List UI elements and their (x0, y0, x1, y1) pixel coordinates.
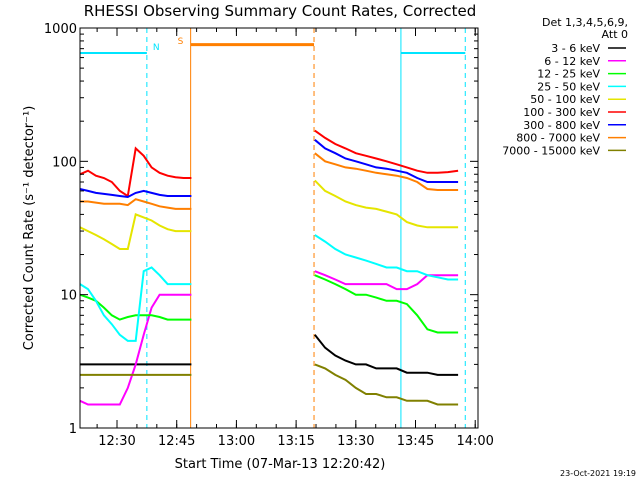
x-tick-label: 13:00 (218, 434, 255, 449)
x-tick-label: 13:45 (397, 434, 434, 449)
series-line-2-first (79, 293, 192, 321)
series-line-4-first (79, 213, 192, 250)
series-line-1-first (79, 293, 192, 406)
x-axis-label: Start Time (07-Mar-13 12:20:42) (175, 457, 386, 472)
legend-header-line2: Att 0 (602, 28, 628, 41)
y-axis-label: Corrected Count Rate (s⁻¹ detector⁻¹) (22, 106, 37, 351)
x-tick-label: 12:30 (98, 434, 135, 449)
x-tick-label: 13:15 (277, 434, 314, 449)
y-tick-label: 10 (60, 289, 77, 304)
series-line-5-first (79, 146, 192, 198)
chart-title: RHESSI Observing Summary Count Rates, Co… (84, 2, 477, 20)
x-tick-label: 13:30 (337, 434, 374, 449)
series-line-4-second (314, 179, 459, 229)
series-line-2-second (314, 274, 459, 334)
legend-label: 800 - 7000 keV (516, 132, 600, 145)
series-line-3-first (79, 266, 192, 342)
series-line-7-second (314, 152, 459, 191)
series-line-3-second (314, 234, 459, 281)
y-tick-label: 1000 (44, 22, 77, 37)
series-line-7-first (80, 198, 192, 210)
series-line-6-first (79, 188, 192, 199)
s-flag-label: S (178, 37, 184, 47)
y-tick-label: 100 (52, 155, 77, 170)
series-line-5-second (314, 129, 459, 174)
series-line-1-second (314, 270, 459, 291)
n-flag-label: N (153, 43, 160, 53)
series-line-6-second (314, 139, 459, 183)
legend-label: 12 - 25 keV (537, 68, 600, 81)
legend-label: 3 - 6 keV (551, 42, 600, 55)
x-tick-label: 12:45 (158, 434, 195, 449)
plot-frame (79, 27, 479, 429)
x-tick-label: 14:00 (456, 434, 493, 449)
series-line-8-second (314, 363, 459, 406)
footer-date: 23-Oct-2021 19:19 (560, 469, 636, 478)
legend-label: 300 - 800 keV (523, 119, 600, 132)
y-tick-label: 1 (69, 422, 77, 437)
legend-label: 6 - 12 keV (544, 55, 600, 68)
legend-label: 7000 - 15000 keV (502, 144, 600, 157)
legend-label: 25 - 50 keV (537, 80, 600, 93)
series-line-0-second (314, 334, 459, 376)
legend-label: 50 - 100 keV (530, 93, 600, 106)
legend-header-line1: Det 1,3,4,5,6,9, (542, 16, 628, 29)
legend-label: 100 - 300 keV (523, 106, 600, 119)
